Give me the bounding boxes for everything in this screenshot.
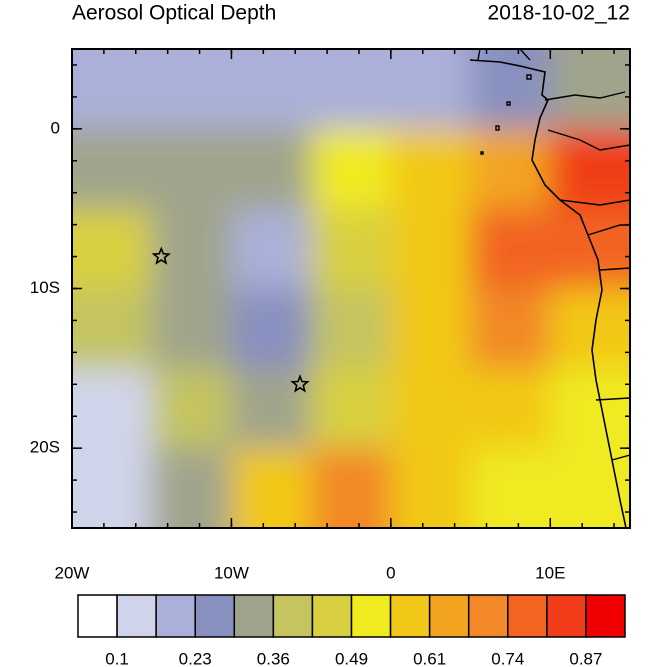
colorbar-label: 0.87 [569, 649, 602, 667]
x-tick-label: 10E [535, 563, 565, 582]
aod-cell [550, 288, 630, 369]
x-tick-label: 0 [386, 563, 395, 582]
colorbar-box [311, 594, 353, 638]
site-marker [151, 246, 171, 265]
colorbar-box [194, 594, 236, 638]
aod-cell [151, 208, 232, 289]
aod-cell [231, 208, 312, 289]
colorbar-box [546, 594, 587, 638]
colorbar-box [428, 594, 470, 638]
aod-cell [390, 49, 472, 130]
x-tick-label: 10W [214, 563, 249, 582]
aod-cell [470, 49, 551, 130]
aod-cell [231, 49, 312, 130]
aod-cells [72, 49, 630, 528]
aod-cell [72, 288, 153, 369]
aod-cell [390, 368, 472, 449]
y-tick-label: 20S [30, 438, 60, 457]
colorbar-label: 0.1 [105, 649, 129, 667]
aod-cell [390, 208, 472, 289]
aod-cell [550, 208, 630, 289]
aod-cell [311, 368, 392, 449]
aod-cell [550, 368, 630, 449]
overlay: 20W 10W 0 10E 0 10S 20S 0.1 0.23 0.36 0.49 0.61 0.74… [30, 49, 630, 667]
aod-cell [311, 128, 392, 210]
aod-field [72, 49, 630, 528]
colorbar-box [585, 594, 626, 638]
colorbar-box [507, 594, 548, 638]
aod-cell [231, 448, 312, 528]
y-tick-label: 0 [51, 118, 60, 137]
aod-cell [72, 128, 153, 210]
aod-cell [231, 288, 312, 369]
coastlines [469, 49, 630, 528]
aod-cell [311, 288, 392, 369]
colorbar-box [350, 594, 392, 638]
colorbar-label: 0.74 [491, 649, 524, 667]
colorbar-label: 0.23 [179, 649, 212, 667]
aod-cell [231, 128, 312, 210]
aod-cell [151, 368, 232, 449]
chart-date: 2018-10-02_12 [488, 2, 630, 25]
aod-cell [390, 448, 472, 528]
aod-cell [550, 128, 630, 210]
colorbar-label: 0.49 [335, 649, 368, 667]
colorbar-box [467, 594, 509, 638]
colorbar-box [116, 594, 157, 638]
aod-cell [72, 49, 153, 130]
aod-cell [470, 448, 551, 528]
site-marker [290, 374, 310, 393]
colorbar-box [272, 594, 314, 638]
colorbar-box [155, 594, 196, 638]
colorbar-label: 0.36 [257, 649, 290, 667]
aod-cell [311, 448, 392, 528]
aod-cell [231, 368, 312, 449]
aod-cell [72, 368, 153, 449]
aod-cell [311, 49, 392, 130]
aod-cell [470, 208, 551, 289]
chart-title: Aerosol Optical Depth [72, 2, 276, 25]
colorbar-label: 0.61 [413, 649, 446, 667]
aod-cell [72, 208, 153, 289]
country-borders [477, 49, 630, 461]
y-tick-label: 10S [30, 278, 60, 297]
aod-cell [550, 49, 630, 130]
aod-cell [470, 128, 551, 210]
colorbar-box [233, 594, 275, 638]
x-tick-label: 20W [55, 563, 90, 582]
aod-cell [390, 288, 472, 369]
aod-cell [470, 368, 551, 449]
aod-cell [151, 448, 232, 528]
aod-cell [72, 448, 153, 528]
aod-cell [311, 208, 392, 289]
island [480, 74, 532, 155]
colorbar-box [77, 594, 118, 638]
aod-cell [470, 288, 551, 369]
aod-cell [151, 128, 232, 210]
aod-cell [390, 128, 472, 210]
aod-cell [151, 288, 232, 369]
aod-cell [151, 49, 232, 130]
colorbar-box [389, 594, 431, 638]
aod-cell [550, 448, 630, 528]
